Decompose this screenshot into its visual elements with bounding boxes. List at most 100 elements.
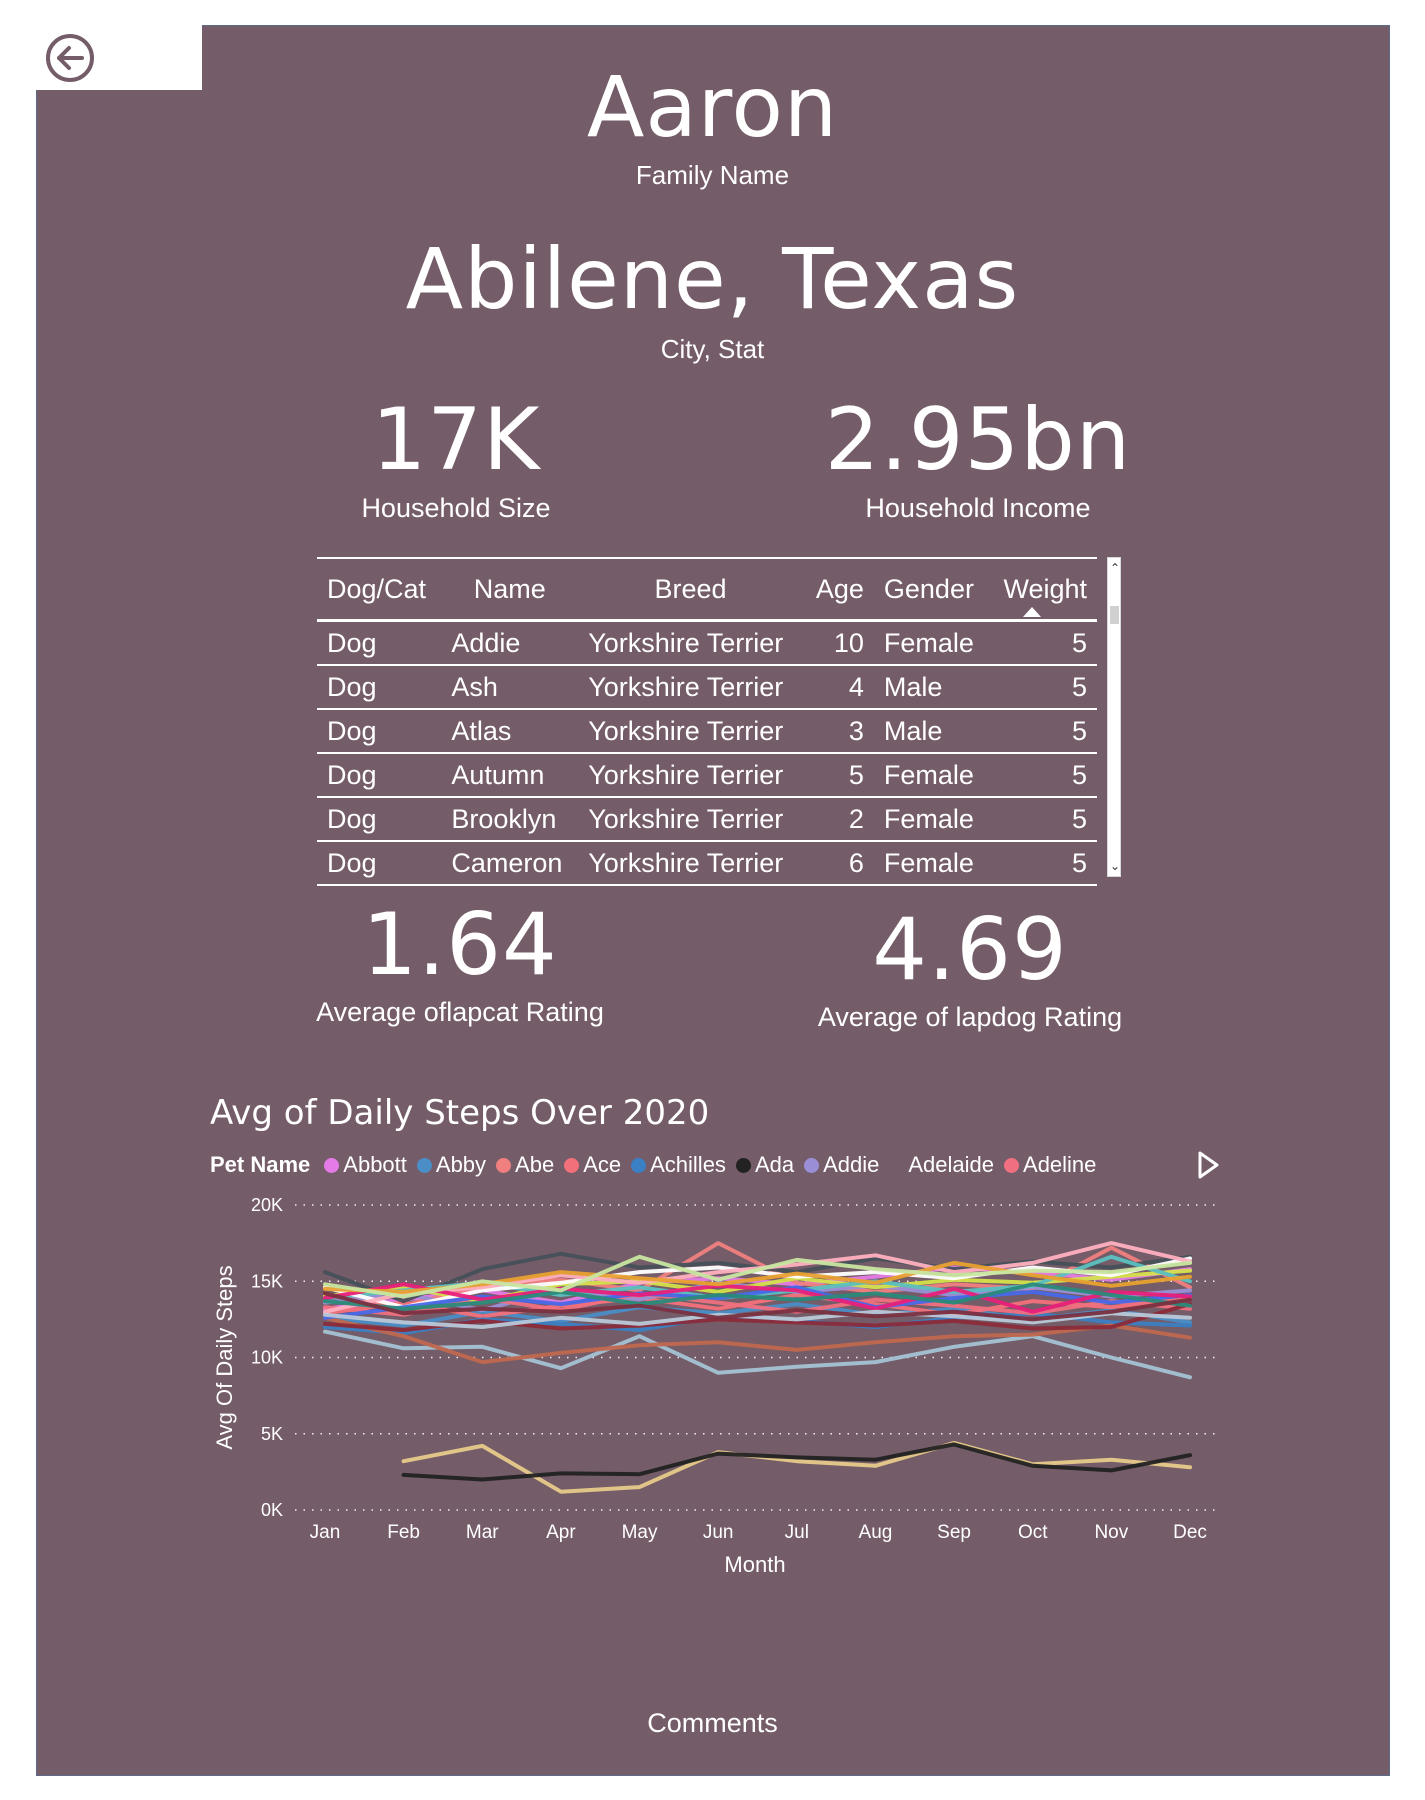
table-header-row: Dog/Cat Name Breed Age Gender Weight bbox=[317, 557, 1097, 622]
cell-type: Dog bbox=[317, 709, 442, 754]
y-tick-label: 5K bbox=[261, 1424, 283, 1444]
cell-type: Dog bbox=[317, 797, 442, 842]
x-axis-title: Month bbox=[724, 1552, 785, 1577]
cell-type: Dog bbox=[317, 753, 442, 798]
series-line bbox=[323, 1282, 1192, 1314]
legend-item[interactable]: Abbott bbox=[324, 1152, 407, 1178]
legend-label: Abe bbox=[515, 1152, 555, 1177]
cell-gender: Male bbox=[873, 709, 989, 754]
chart-legend: Pet Name Abbott Abby Abe Ace Achilles Ada Addi… bbox=[210, 1152, 1106, 1178]
column-header-name[interactable]: Name bbox=[441, 557, 579, 622]
y-tick-label: 10K bbox=[251, 1348, 283, 1368]
column-header-dogcat[interactable]: Dog/Cat bbox=[317, 557, 442, 622]
series-line bbox=[323, 1254, 1192, 1299]
pets-table-visual: Dog/Cat Name Breed Age Gender Weight Dog… bbox=[317, 557, 1097, 888]
scroll-thumb[interactable] bbox=[1110, 606, 1119, 624]
table-row[interactable]: Dog Ash Yorkshire Terrier 4 Male 5 bbox=[317, 665, 1097, 710]
legend-item[interactable]: Abe bbox=[496, 1152, 554, 1178]
legend-item[interactable]: Adeline bbox=[1004, 1152, 1096, 1178]
table-row[interactable]: Dog Brooklyn Yorkshire Terrier 2 Female … bbox=[317, 797, 1097, 842]
household-income-value: 2.95bn bbox=[824, 390, 1132, 490]
legend-items: Abbott Abby Abe Ace Achilles Ada Addie Adelaide… bbox=[324, 1152, 1106, 1178]
x-tick-label: Oct bbox=[1018, 1522, 1048, 1543]
table-row[interactable]: Dog Atlas Yorkshire Terrier 3 Male 5 bbox=[317, 709, 1097, 754]
pets-table: Dog/Cat Name Breed Age Gender Weight Dog… bbox=[317, 557, 1097, 886]
legend-item[interactable]: Addie bbox=[804, 1152, 879, 1178]
cell-weight: 5 bbox=[988, 665, 1097, 710]
cell-weight: 5 bbox=[988, 620, 1097, 666]
scroll-up-icon[interactable]: ⌃ bbox=[1109, 561, 1121, 575]
table-row[interactable]: Dog Cameron Yorkshire Terrier 6 Female 5 bbox=[317, 841, 1097, 886]
column-header-age[interactable]: Age bbox=[802, 557, 874, 622]
legend-title: Pet Name bbox=[210, 1152, 311, 1177]
legend-item[interactable]: Ace bbox=[564, 1152, 621, 1178]
cell-weight: 5 bbox=[988, 753, 1097, 798]
lapdog-rating-value: 4.69 bbox=[872, 900, 1068, 1000]
chart-title: Avg of Daily Steps Over 2020 bbox=[210, 1093, 710, 1133]
legend-dot-icon bbox=[324, 1157, 340, 1173]
series-line bbox=[323, 1282, 1192, 1311]
x-tick-label: Dec bbox=[1173, 1522, 1207, 1543]
legend-item[interactable]: Adelaide bbox=[889, 1152, 994, 1178]
series-line bbox=[401, 1442, 1192, 1482]
x-tick-label: Aug bbox=[859, 1522, 893, 1543]
cell-name: Addie bbox=[441, 620, 579, 666]
cell-breed: Yorkshire Terrier bbox=[578, 620, 803, 666]
legend-label: Adelaide bbox=[908, 1152, 995, 1177]
table-scrollbar[interactable]: ⌃ ⌄ bbox=[1107, 557, 1121, 877]
legend-dot-icon bbox=[416, 1157, 432, 1173]
series-line bbox=[323, 1329, 1192, 1380]
household-size-label: Household Size bbox=[361, 493, 551, 523]
table-row[interactable]: Dog Addie Yorkshire Terrier 10 Female 5 bbox=[317, 620, 1097, 666]
x-tick-label: Jul bbox=[785, 1522, 809, 1543]
cell-breed: Yorkshire Terrier bbox=[578, 797, 803, 842]
household-income-label: Household Income bbox=[865, 493, 1091, 523]
x-tick-label: Feb bbox=[387, 1522, 420, 1543]
legend-dot-icon bbox=[735, 1157, 751, 1173]
legend-dot-icon bbox=[496, 1157, 512, 1173]
scroll-down-icon[interactable]: ⌄ bbox=[1109, 859, 1121, 873]
legend-item[interactable]: Ada bbox=[735, 1152, 795, 1178]
cell-breed: Yorkshire Terrier bbox=[578, 665, 803, 710]
column-header-breed[interactable]: Breed bbox=[578, 557, 803, 622]
cell-age: 3 bbox=[802, 709, 874, 754]
legend-label: Ace bbox=[583, 1152, 622, 1177]
y-tick-label: 20K bbox=[251, 1195, 283, 1215]
cell-gender: Female bbox=[873, 620, 989, 666]
column-header-gender[interactable]: Gender bbox=[873, 557, 989, 622]
cell-name: Ash bbox=[441, 665, 579, 710]
legend-label: Ada bbox=[754, 1152, 795, 1177]
series-line bbox=[323, 1256, 1192, 1310]
comments-label: Comments bbox=[647, 1708, 778, 1738]
back-arrow-icon[interactable] bbox=[44, 32, 96, 84]
table-row[interactable]: Dog Autumn Yorkshire Terrier 5 Female 5 bbox=[317, 753, 1097, 798]
series-line bbox=[323, 1315, 1192, 1365]
legend-item[interactable]: Achilles bbox=[631, 1152, 726, 1178]
cell-weight: 5 bbox=[988, 841, 1097, 886]
cell-age: 10 bbox=[802, 620, 874, 666]
legend-item[interactable]: Abby bbox=[416, 1152, 487, 1178]
legend-dot-icon bbox=[631, 1157, 647, 1173]
column-header-weight[interactable]: Weight bbox=[988, 557, 1097, 622]
cell-breed: Yorkshire Terrier bbox=[578, 841, 803, 886]
cell-type: Dog bbox=[317, 665, 442, 710]
y-tick-label: 15K bbox=[251, 1271, 283, 1291]
chevron-right-icon[interactable] bbox=[1195, 1150, 1221, 1180]
series-line bbox=[323, 1302, 1192, 1333]
lapcat-rating-value: 1.64 bbox=[362, 895, 558, 995]
series-line bbox=[323, 1309, 1192, 1329]
lapdog-rating-label: Average of lapdog Rating bbox=[817, 1002, 1123, 1032]
legend-label: Abby bbox=[435, 1152, 487, 1177]
series-line bbox=[323, 1293, 1192, 1319]
legend-label: Adeline bbox=[1023, 1152, 1097, 1177]
x-tick-label: Sep bbox=[937, 1522, 971, 1543]
cell-name: Brooklyn bbox=[441, 797, 579, 842]
cell-age: 2 bbox=[802, 797, 874, 842]
cell-age: 4 bbox=[802, 665, 874, 710]
city-value: Abilene, Texas bbox=[405, 230, 1020, 328]
steps-line-chart: 0K 5K 10K 15K 20K Jan Feb Mar Apr May Jun Jul Aug Sep… bbox=[212, 1195, 1215, 1577]
legend-label: Achilles bbox=[650, 1152, 726, 1177]
cell-name: Cameron bbox=[441, 841, 579, 886]
cell-gender: Female bbox=[873, 797, 989, 842]
column-header-weight-label: Weight bbox=[1003, 573, 1087, 604]
